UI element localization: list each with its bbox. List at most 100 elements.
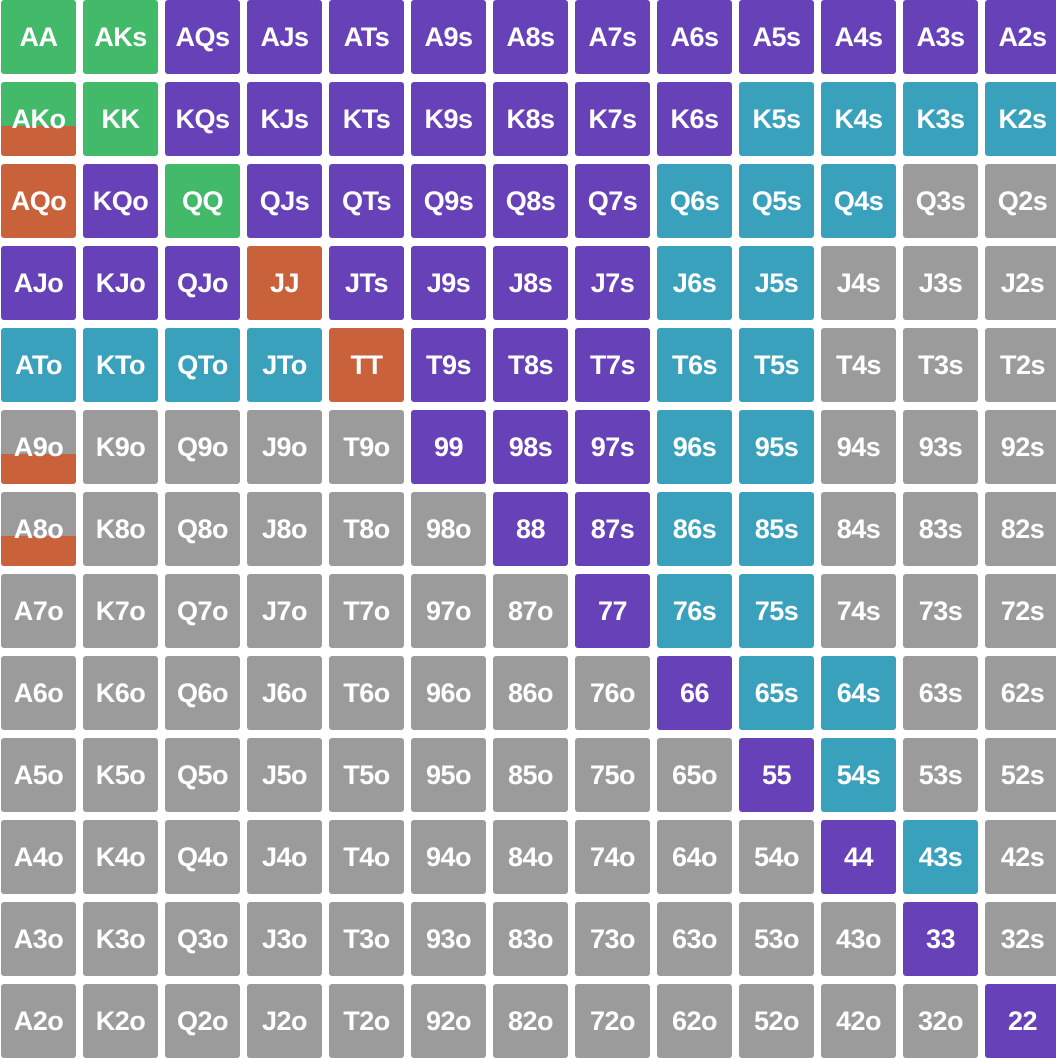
- hand-cell-K4s[interactable]: K4s: [821, 82, 896, 156]
- hand-cell-76s[interactable]: 76s: [657, 574, 732, 648]
- hand-cell-J4o[interactable]: J4o: [247, 820, 322, 894]
- hand-cell-A8s[interactable]: A8s: [493, 0, 568, 74]
- hand-cell-K4o[interactable]: K4o: [83, 820, 158, 894]
- hand-cell-T9o[interactable]: T9o: [329, 410, 404, 484]
- hand-cell-K3o[interactable]: K3o: [83, 902, 158, 976]
- hand-cell-82o[interactable]: 82o: [493, 984, 568, 1058]
- hand-cell-Q4s[interactable]: Q4s: [821, 164, 896, 238]
- hand-cell-T2o[interactable]: T2o: [329, 984, 404, 1058]
- hand-cell-Q7s[interactable]: Q7s: [575, 164, 650, 238]
- hand-cell-J4s[interactable]: J4s: [821, 246, 896, 320]
- hand-cell-AJo[interactable]: AJo: [1, 246, 76, 320]
- hand-cell-A2o[interactable]: A2o: [1, 984, 76, 1058]
- hand-cell-99[interactable]: 99: [411, 410, 486, 484]
- hand-cell-KQo[interactable]: KQo: [83, 164, 158, 238]
- hand-cell-94o[interactable]: 94o: [411, 820, 486, 894]
- hand-cell-T7s[interactable]: T7s: [575, 328, 650, 402]
- hand-cell-A2s[interactable]: A2s: [985, 0, 1056, 74]
- hand-cell-AKs[interactable]: AKs: [83, 0, 158, 74]
- hand-cell-83s[interactable]: 83s: [903, 492, 978, 566]
- hand-cell-AA[interactable]: AA: [1, 0, 76, 74]
- hand-cell-KJs[interactable]: KJs: [247, 82, 322, 156]
- hand-cell-55[interactable]: 55: [739, 738, 814, 812]
- hand-cell-K3s[interactable]: K3s: [903, 82, 978, 156]
- hand-cell-K8s[interactable]: K8s: [493, 82, 568, 156]
- hand-cell-K9o[interactable]: K9o: [83, 410, 158, 484]
- hand-cell-AKo[interactable]: AKo: [1, 82, 76, 156]
- hand-cell-87o[interactable]: 87o: [493, 574, 568, 648]
- hand-cell-K6s[interactable]: K6s: [657, 82, 732, 156]
- hand-cell-KTs[interactable]: KTs: [329, 82, 404, 156]
- hand-cell-42s[interactable]: 42s: [985, 820, 1056, 894]
- hand-cell-98s[interactable]: 98s: [493, 410, 568, 484]
- hand-cell-92o[interactable]: 92o: [411, 984, 486, 1058]
- hand-cell-J7s[interactable]: J7s: [575, 246, 650, 320]
- hand-cell-64s[interactable]: 64s: [821, 656, 896, 730]
- hand-cell-QTs[interactable]: QTs: [329, 164, 404, 238]
- hand-cell-Q8s[interactable]: Q8s: [493, 164, 568, 238]
- hand-cell-QQ[interactable]: QQ: [165, 164, 240, 238]
- hand-cell-A7s[interactable]: A7s: [575, 0, 650, 74]
- hand-cell-72s[interactable]: 72s: [985, 574, 1056, 648]
- hand-cell-K7s[interactable]: K7s: [575, 82, 650, 156]
- hand-cell-AJs[interactable]: AJs: [247, 0, 322, 74]
- hand-cell-J3s[interactable]: J3s: [903, 246, 978, 320]
- hand-cell-Q6s[interactable]: Q6s: [657, 164, 732, 238]
- hand-cell-62o[interactable]: 62o: [657, 984, 732, 1058]
- hand-cell-Q7o[interactable]: Q7o: [165, 574, 240, 648]
- hand-cell-A5s[interactable]: A5s: [739, 0, 814, 74]
- hand-cell-A9s[interactable]: A9s: [411, 0, 486, 74]
- hand-cell-T6o[interactable]: T6o: [329, 656, 404, 730]
- hand-cell-T4s[interactable]: T4s: [821, 328, 896, 402]
- hand-cell-53s[interactable]: 53s: [903, 738, 978, 812]
- hand-cell-85s[interactable]: 85s: [739, 492, 814, 566]
- hand-cell-A6o[interactable]: A6o: [1, 656, 76, 730]
- hand-cell-86o[interactable]: 86o: [493, 656, 568, 730]
- hand-cell-64o[interactable]: 64o: [657, 820, 732, 894]
- hand-cell-75o[interactable]: 75o: [575, 738, 650, 812]
- hand-cell-96o[interactable]: 96o: [411, 656, 486, 730]
- hand-cell-52s[interactable]: 52s: [985, 738, 1056, 812]
- hand-cell-K5o[interactable]: K5o: [83, 738, 158, 812]
- hand-cell-T9s[interactable]: T9s: [411, 328, 486, 402]
- hand-cell-JTo[interactable]: JTo: [247, 328, 322, 402]
- hand-cell-75s[interactable]: 75s: [739, 574, 814, 648]
- hand-cell-K5s[interactable]: K5s: [739, 82, 814, 156]
- hand-cell-AQs[interactable]: AQs: [165, 0, 240, 74]
- hand-cell-97o[interactable]: 97o: [411, 574, 486, 648]
- hand-cell-Q5o[interactable]: Q5o: [165, 738, 240, 812]
- hand-cell-K6o[interactable]: K6o: [83, 656, 158, 730]
- hand-cell-95s[interactable]: 95s: [739, 410, 814, 484]
- hand-cell-T5s[interactable]: T5s: [739, 328, 814, 402]
- hand-cell-K2o[interactable]: K2o: [83, 984, 158, 1058]
- hand-cell-95o[interactable]: 95o: [411, 738, 486, 812]
- hand-cell-52o[interactable]: 52o: [739, 984, 814, 1058]
- hand-cell-J8o[interactable]: J8o: [247, 492, 322, 566]
- hand-cell-86s[interactable]: 86s: [657, 492, 732, 566]
- hand-cell-T2s[interactable]: T2s: [985, 328, 1056, 402]
- hand-cell-A3s[interactable]: A3s: [903, 0, 978, 74]
- hand-cell-96s[interactable]: 96s: [657, 410, 732, 484]
- hand-cell-JTs[interactable]: JTs: [329, 246, 404, 320]
- hand-cell-Q2o[interactable]: Q2o: [165, 984, 240, 1058]
- hand-cell-K9s[interactable]: K9s: [411, 82, 486, 156]
- hand-cell-KQs[interactable]: KQs: [165, 82, 240, 156]
- hand-cell-32s[interactable]: 32s: [985, 902, 1056, 976]
- hand-cell-KJo[interactable]: KJo: [83, 246, 158, 320]
- hand-cell-44[interactable]: 44: [821, 820, 896, 894]
- hand-cell-Q9s[interactable]: Q9s: [411, 164, 486, 238]
- hand-cell-63o[interactable]: 63o: [657, 902, 732, 976]
- hand-cell-98o[interactable]: 98o: [411, 492, 486, 566]
- hand-cell-Q6o[interactable]: Q6o: [165, 656, 240, 730]
- hand-cell-84o[interactable]: 84o: [493, 820, 568, 894]
- hand-cell-Q5s[interactable]: Q5s: [739, 164, 814, 238]
- hand-cell-K8o[interactable]: K8o: [83, 492, 158, 566]
- hand-cell-74s[interactable]: 74s: [821, 574, 896, 648]
- hand-cell-JJ[interactable]: JJ: [247, 246, 322, 320]
- hand-cell-T3o[interactable]: T3o: [329, 902, 404, 976]
- hand-cell-94s[interactable]: 94s: [821, 410, 896, 484]
- hand-cell-54s[interactable]: 54s: [821, 738, 896, 812]
- hand-cell-QTo[interactable]: QTo: [165, 328, 240, 402]
- hand-cell-KTo[interactable]: KTo: [83, 328, 158, 402]
- hand-cell-J5s[interactable]: J5s: [739, 246, 814, 320]
